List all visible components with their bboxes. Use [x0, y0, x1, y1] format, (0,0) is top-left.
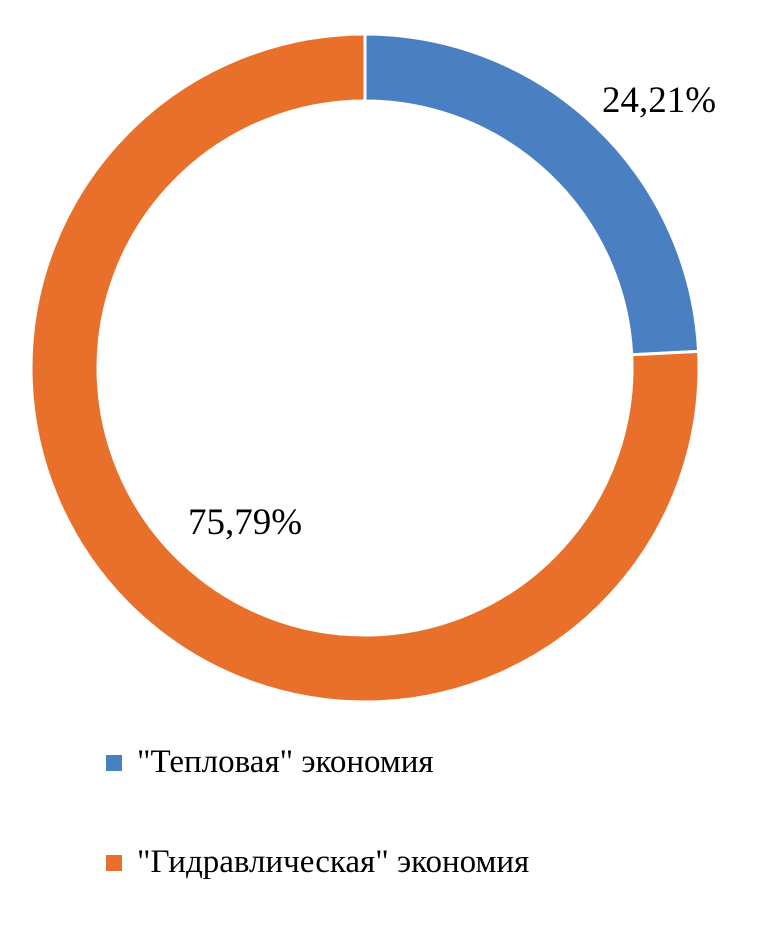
- chart-legend: "Тепловая" экономия "Гидравлическая" эко…: [106, 744, 529, 944]
- donut-slice-1: [29, 32, 701, 704]
- chart-canvas: 24,21% 75,79% "Тепловая" экономия "Гидра…: [29, 32, 717, 880]
- data-label-thermal-pct: 24,21%: [602, 80, 717, 121]
- legend-swatch-thermal-icon: [106, 754, 122, 771]
- legend-swatch-hydraulic-icon: [106, 854, 122, 871]
- data-label-hydraulic-pct: 75,79%: [188, 502, 303, 543]
- donut-chart: [29, 32, 701, 704]
- legend-label-thermal: "Тепловая" экономия: [137, 744, 434, 780]
- legend-label-hydraulic: "Гидравлическая" экономия: [137, 843, 530, 880]
- legend-item-thermal: "Тепловая" экономия: [106, 744, 529, 782]
- legend-item-hydraulic: "Гидравлическая" экономия: [106, 844, 529, 882]
